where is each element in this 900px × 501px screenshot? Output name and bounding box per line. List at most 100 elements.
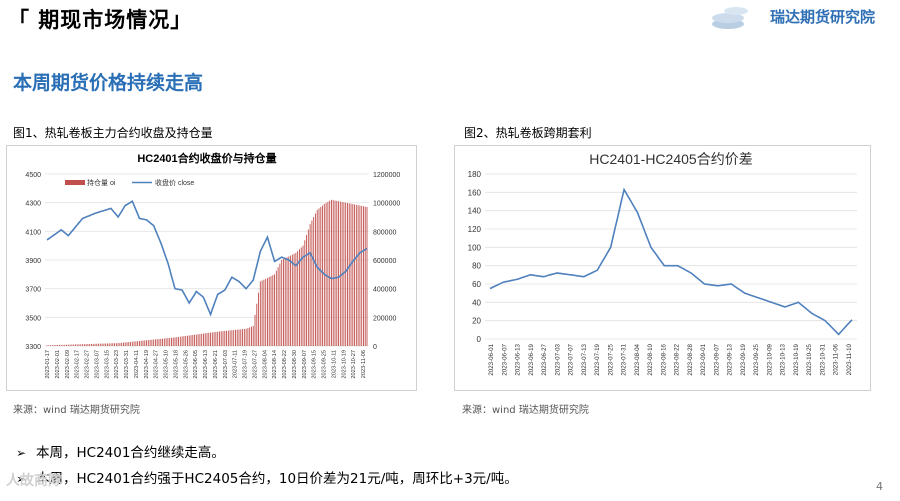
chart2-x-tick: 2023-08-16	[660, 343, 667, 375]
chart1-x-tick: 2023-06-21	[213, 350, 219, 379]
chart1-oi-bar	[194, 334, 196, 346]
chart1-x-tick: 2023-07-27	[252, 350, 258, 379]
chart1-oi-bar	[64, 344, 66, 346]
chart1-oi-bar	[201, 333, 203, 346]
chart1-oi-bar	[110, 343, 112, 346]
chart1-oi-bar	[176, 337, 178, 346]
chart1-oi-bar	[288, 256, 290, 346]
chart1-oi-bar	[254, 314, 256, 346]
page-title: 「 期现市场情况」	[8, 8, 193, 32]
chart1-oi-bar	[115, 343, 117, 346]
chart1-x-tick: 2023-08-30	[292, 350, 298, 379]
chart1-oi-bar	[202, 333, 204, 346]
chart2-y-tick: 40	[472, 298, 481, 307]
chart2-x-tick: 2023-10-19	[793, 343, 800, 375]
chart2-x-tick: 2023-09-25	[753, 343, 760, 375]
chart1-oi-bar	[242, 329, 244, 346]
chart1-oi-bar	[364, 206, 366, 346]
chart1-oi-bar	[261, 280, 263, 346]
chart1-oi-bar	[71, 344, 73, 346]
chart1-oi-bar	[48, 345, 50, 346]
chart1-oi-bar	[57, 344, 59, 346]
chart1-oi-bar	[53, 345, 55, 346]
chart1-oi-bar	[83, 344, 85, 346]
chart1-oi-bar	[318, 208, 320, 346]
chart1-y-left-tick: 3700	[25, 287, 41, 294]
watermark: 人故商隊	[6, 473, 62, 489]
chart1-oi-bar	[165, 338, 167, 346]
chart1-oi-bar	[158, 339, 160, 346]
chart1-oi-bar	[131, 341, 133, 346]
chart1-oi-bar	[330, 199, 332, 346]
chart1-y-left-tick: 4300	[25, 201, 41, 208]
chart1-y-left-tick: 3300	[25, 344, 41, 351]
chart2-y-tick: 20	[472, 317, 481, 326]
chart1-oi-bar	[220, 331, 222, 346]
chart1-oi-bar	[90, 343, 92, 346]
chart1-oi-bar	[149, 339, 151, 346]
chart1-y-left-tick: 4500	[25, 172, 41, 179]
chart1-oi-bar	[300, 247, 302, 346]
chart1-oi-bar	[103, 343, 105, 346]
chart1-y-right-tick: 1000000	[373, 201, 400, 208]
chart2-x-tick: 2023-09-13	[727, 343, 734, 375]
chart1-oi-bar	[204, 333, 206, 346]
chart1-x-tick: 2023-03-15	[104, 350, 110, 379]
chart2-y-tick: 160	[468, 188, 482, 197]
chart1-oi-bar	[252, 325, 254, 346]
chart2-y-tick: 120	[468, 225, 482, 234]
chart2-x-tick: 2023-07-19	[594, 343, 601, 375]
chart1-oi-bar	[162, 338, 164, 346]
chart1-oi-bar	[238, 329, 240, 346]
chart1-oi-bar	[124, 342, 126, 346]
chart2-x-tick: 2023-07-07	[568, 343, 575, 375]
chart1-oi-bar	[231, 330, 233, 346]
chart2-x-tick: 2023-07-31	[621, 343, 628, 375]
chart1-y-right-tick: 1200000	[373, 172, 400, 179]
chart1-oi-bar	[195, 334, 197, 346]
chart2-x-tick: 2023-06-27	[541, 343, 548, 375]
chart1-x-tick: 2023-04-19	[144, 350, 150, 379]
chart1-oi-bar	[188, 335, 190, 346]
chart1-oi-bar	[190, 335, 192, 346]
chart1-oi-bar	[313, 217, 315, 346]
chart1-oi-bar	[270, 276, 272, 346]
chart1-x-tick: 2023-02-09	[65, 350, 71, 379]
chart1-oi-bar	[266, 277, 268, 346]
chart1-oi-bar	[140, 340, 142, 346]
chart1-oi-bar	[128, 342, 130, 346]
chart1-oi-bar	[302, 245, 304, 346]
chart1-oi-bar	[354, 204, 356, 346]
chart1-oi-bar	[96, 343, 98, 346]
chart1-oi-bar	[366, 206, 368, 346]
chart1-oi-bar	[227, 330, 229, 346]
chart1-oi-bar	[350, 203, 352, 346]
chart1-oi-bar	[192, 335, 194, 346]
chart2-x-tick: 2023-08-10	[647, 343, 654, 375]
chart1-oi-bar	[206, 333, 208, 346]
chart1-oi-bar	[138, 340, 140, 346]
chart1-oi-bar	[226, 330, 228, 346]
chart1-oi-bar	[112, 343, 114, 346]
chart1-x-tick: 2023-04-27	[154, 350, 160, 379]
chart2-spread-line	[489, 187, 853, 336]
chart1-oi-bar	[240, 329, 242, 346]
chart2-y-tick: 60	[472, 280, 481, 289]
chart1-x-tick: 2023-07-03	[223, 350, 229, 379]
chart1-oi-bar	[163, 338, 165, 346]
chart2-x-tick: 2023-10-13	[780, 343, 787, 375]
figure2-source: 来源：wind 瑞达期货研究院	[462, 405, 589, 416]
chart1-oi-bar	[327, 201, 329, 346]
section-subtitle: 本周期货价格持续走高	[13, 72, 204, 94]
chart2-x-tick: 2023-06-19	[528, 343, 535, 375]
chart1-x-tick: 2023-09-15	[312, 350, 318, 379]
chart1-oi-bar	[55, 345, 57, 346]
chart1-oi-bar	[334, 200, 336, 346]
chart1-oi-bar	[290, 255, 292, 346]
chart1-oi-bar	[174, 337, 176, 346]
chart1-oi-bar	[179, 336, 181, 346]
chart1-oi-bar	[236, 329, 238, 346]
chart1-oi-bar	[314, 213, 316, 346]
chart2-x-tick: 2023-10-31	[819, 343, 826, 375]
bullet-item: ➢ 本周，HC2401合约强于HC2405合约，10日价差为21元/吨，周环比+3…	[16, 467, 518, 487]
